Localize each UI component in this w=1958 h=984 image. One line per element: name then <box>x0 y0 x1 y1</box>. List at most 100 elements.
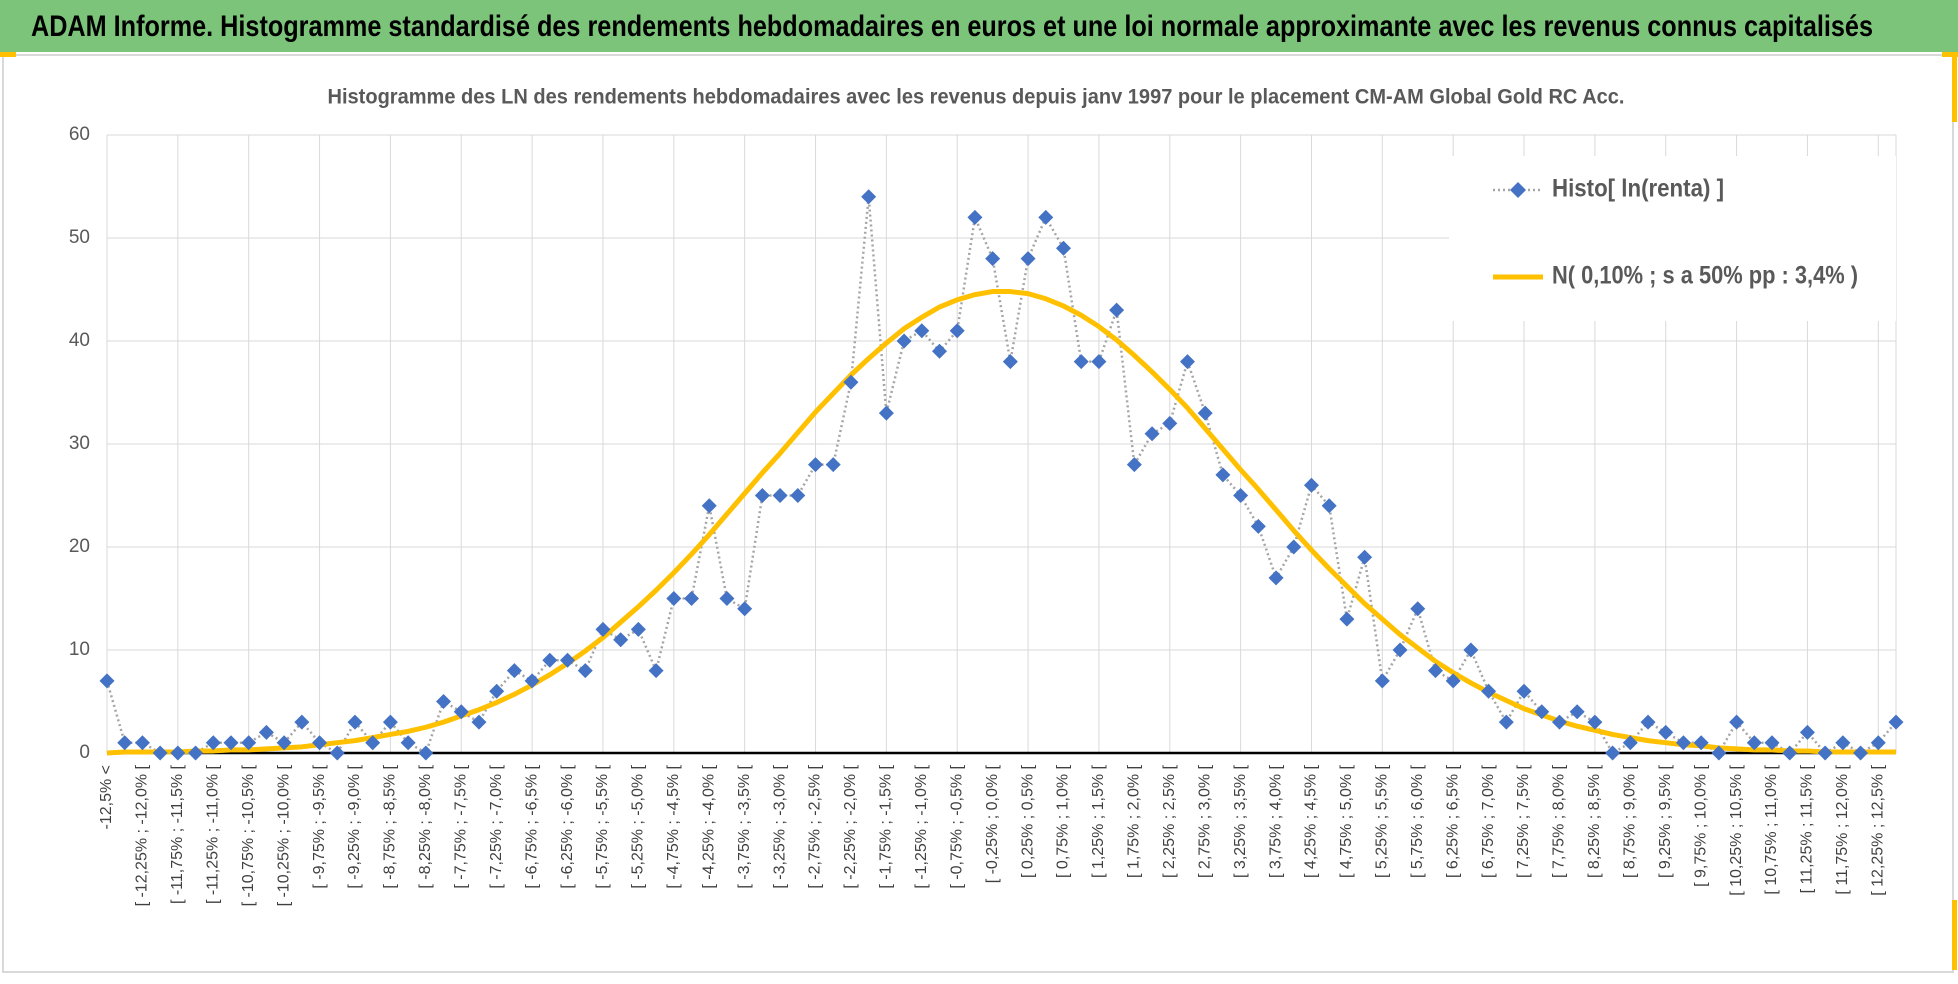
x-tick-label: [ -5,25% ; -5,0% [ <box>630 764 647 888</box>
x-tick-label: [ 10,25% ; 10,5% [ <box>1728 764 1745 895</box>
histogram-marker <box>382 714 398 730</box>
histogram-marker <box>790 488 806 503</box>
x-tick-label: [ -11,75% ; -11,5% [ <box>169 764 186 904</box>
histogram-marker <box>1693 735 1709 751</box>
histogram-marker <box>772 488 788 503</box>
histogram-marker <box>613 632 629 648</box>
histogram-marker <box>1569 704 1585 720</box>
histogram-marker <box>1640 714 1656 730</box>
x-tick-label: [ -7,75% ; -7,5% [ <box>452 764 469 888</box>
histogram-marker <box>1197 405 1213 421</box>
histogram-marker <box>1534 704 1550 720</box>
histogram-marker <box>152 745 168 761</box>
histogram-marker <box>878 405 894 421</box>
x-tick-label: [ -3,75% ; -3,5% [ <box>736 764 753 888</box>
histogram-marker <box>1675 735 1691 751</box>
histogram-marker <box>241 735 257 751</box>
x-tick-label: [ -12,25% ; -12,0% [ <box>134 764 151 906</box>
corner-mark <box>1952 900 1957 970</box>
histogram-marker <box>489 683 505 699</box>
histogram-line <box>105 196 1897 755</box>
x-tick-label: [ 0,75% ; 1,0% [ <box>1055 764 1072 878</box>
histogram-marker <box>453 704 469 720</box>
histogram-marker <box>1091 354 1107 370</box>
histogram-marker <box>347 714 363 730</box>
histogram-marker <box>1711 745 1727 761</box>
histogram-marker <box>506 663 522 679</box>
histogram-marker <box>1286 539 1302 555</box>
x-tick-label: [ 7,75% ; 8,0% [ <box>1551 764 1568 878</box>
histogram-marker <box>1392 642 1408 658</box>
histogram-marker <box>1764 735 1780 751</box>
legend-swatch-marker <box>1510 182 1526 198</box>
histogram-marker <box>1038 209 1054 225</box>
x-tick-label: [ -0,25% ; 0,0% [ <box>984 764 1001 883</box>
x-tick-label: [ -6,75% ; -6,5% [ <box>523 764 540 888</box>
x-tick-label: [ 1,25% ; 1,5% [ <box>1090 764 1107 878</box>
histogram-marker <box>99 673 115 689</box>
histogram-marker <box>1888 714 1904 730</box>
histogram-marker <box>985 251 1001 267</box>
x-tick-label: [ 2,75% ; 3,0% [ <box>1196 764 1213 878</box>
histogram-marker <box>1658 724 1674 740</box>
histogram-marker <box>684 591 700 606</box>
histogram-marker <box>312 735 328 751</box>
histogram-marker <box>861 189 877 205</box>
histogram-marker <box>524 673 540 689</box>
histogram-marker <box>1250 518 1266 534</box>
x-tick-label: [ 12,25% ; 12,5% [ <box>1870 764 1887 895</box>
x-tick-label: [ -0,75% ; -0,5% [ <box>948 764 965 888</box>
histogram-marker <box>967 209 983 225</box>
x-tick-label: [ -2,25% ; -2,0% [ <box>842 764 859 888</box>
histogram-marker <box>1605 745 1621 761</box>
histogram-marker <box>134 735 150 751</box>
x-tick-label: [ -1,25% ; -1,0% [ <box>913 764 930 888</box>
histogram-marker <box>1233 488 1249 503</box>
histogram-marker <box>1551 714 1567 730</box>
histogram-marker <box>1339 611 1355 627</box>
x-tick-label: [ 6,25% ; 6,5% [ <box>1444 764 1461 878</box>
histogram-marker <box>1587 714 1603 730</box>
x-tick-label: [ 3,75% ; 4,0% [ <box>1267 764 1284 878</box>
histogram-marker <box>400 735 416 751</box>
histogram-marker <box>896 333 912 349</box>
x-tick-label: [ 0,25% ; 0,5% [ <box>1019 764 1036 878</box>
histogram-marker <box>1303 477 1319 493</box>
x-tick-label: [ -9,25% ; -9,0% [ <box>346 764 363 888</box>
legend-label: Histo[ ln(renta) ] <box>1552 175 1724 203</box>
x-tick-label: [ 4,25% ; 4,5% [ <box>1303 764 1320 878</box>
x-tick-label: [ -4,75% ; -4,5% [ <box>665 764 682 888</box>
histogram-marker <box>542 652 558 668</box>
title-bar <box>0 0 1958 52</box>
x-tick-label: [ 9,25% ; 9,5% [ <box>1657 764 1674 878</box>
chart-title: Histogramme des LN des rendements hebdom… <box>328 86 1625 109</box>
histogram-marker <box>1215 467 1231 483</box>
histogram-marker <box>436 694 452 709</box>
histogram-marker <box>1481 683 1497 699</box>
histogram-marker <box>701 498 717 514</box>
histogram-marker <box>1179 354 1195 370</box>
x-tick-label: [ -6,25% ; -6,0% [ <box>559 764 576 888</box>
histogram-marker <box>932 343 948 359</box>
histogram-marker <box>1746 735 1762 751</box>
y-tick-label: 50 <box>69 227 90 248</box>
histogram-marker <box>1020 251 1036 267</box>
histogram-marker <box>258 724 274 740</box>
histogram-marker <box>1516 683 1532 699</box>
x-tick-label: [ -8,25% ; -8,0% [ <box>417 764 434 888</box>
x-tick-label: [ -1,75% ; -1,5% [ <box>878 764 895 888</box>
histogram-marker <box>1002 354 1018 370</box>
histogram-marker <box>737 601 753 617</box>
x-tick-label: [ 4,75% ; 5,0% [ <box>1338 764 1355 878</box>
x-tick-label: [ -8,75% ; -8,5% [ <box>382 764 399 888</box>
histogram-marker <box>648 663 664 679</box>
x-tick-label: [ 11,75% ; 12,0% [ <box>1834 764 1851 894</box>
histogram-marker <box>1268 570 1284 586</box>
histogram-marker <box>914 323 930 339</box>
histogram-marker <box>223 735 239 751</box>
x-tick-label: [ 9,75% ; 10,0% [ <box>1692 764 1709 886</box>
histogram-marker <box>1622 735 1638 751</box>
histogram-marker <box>1427 663 1443 679</box>
